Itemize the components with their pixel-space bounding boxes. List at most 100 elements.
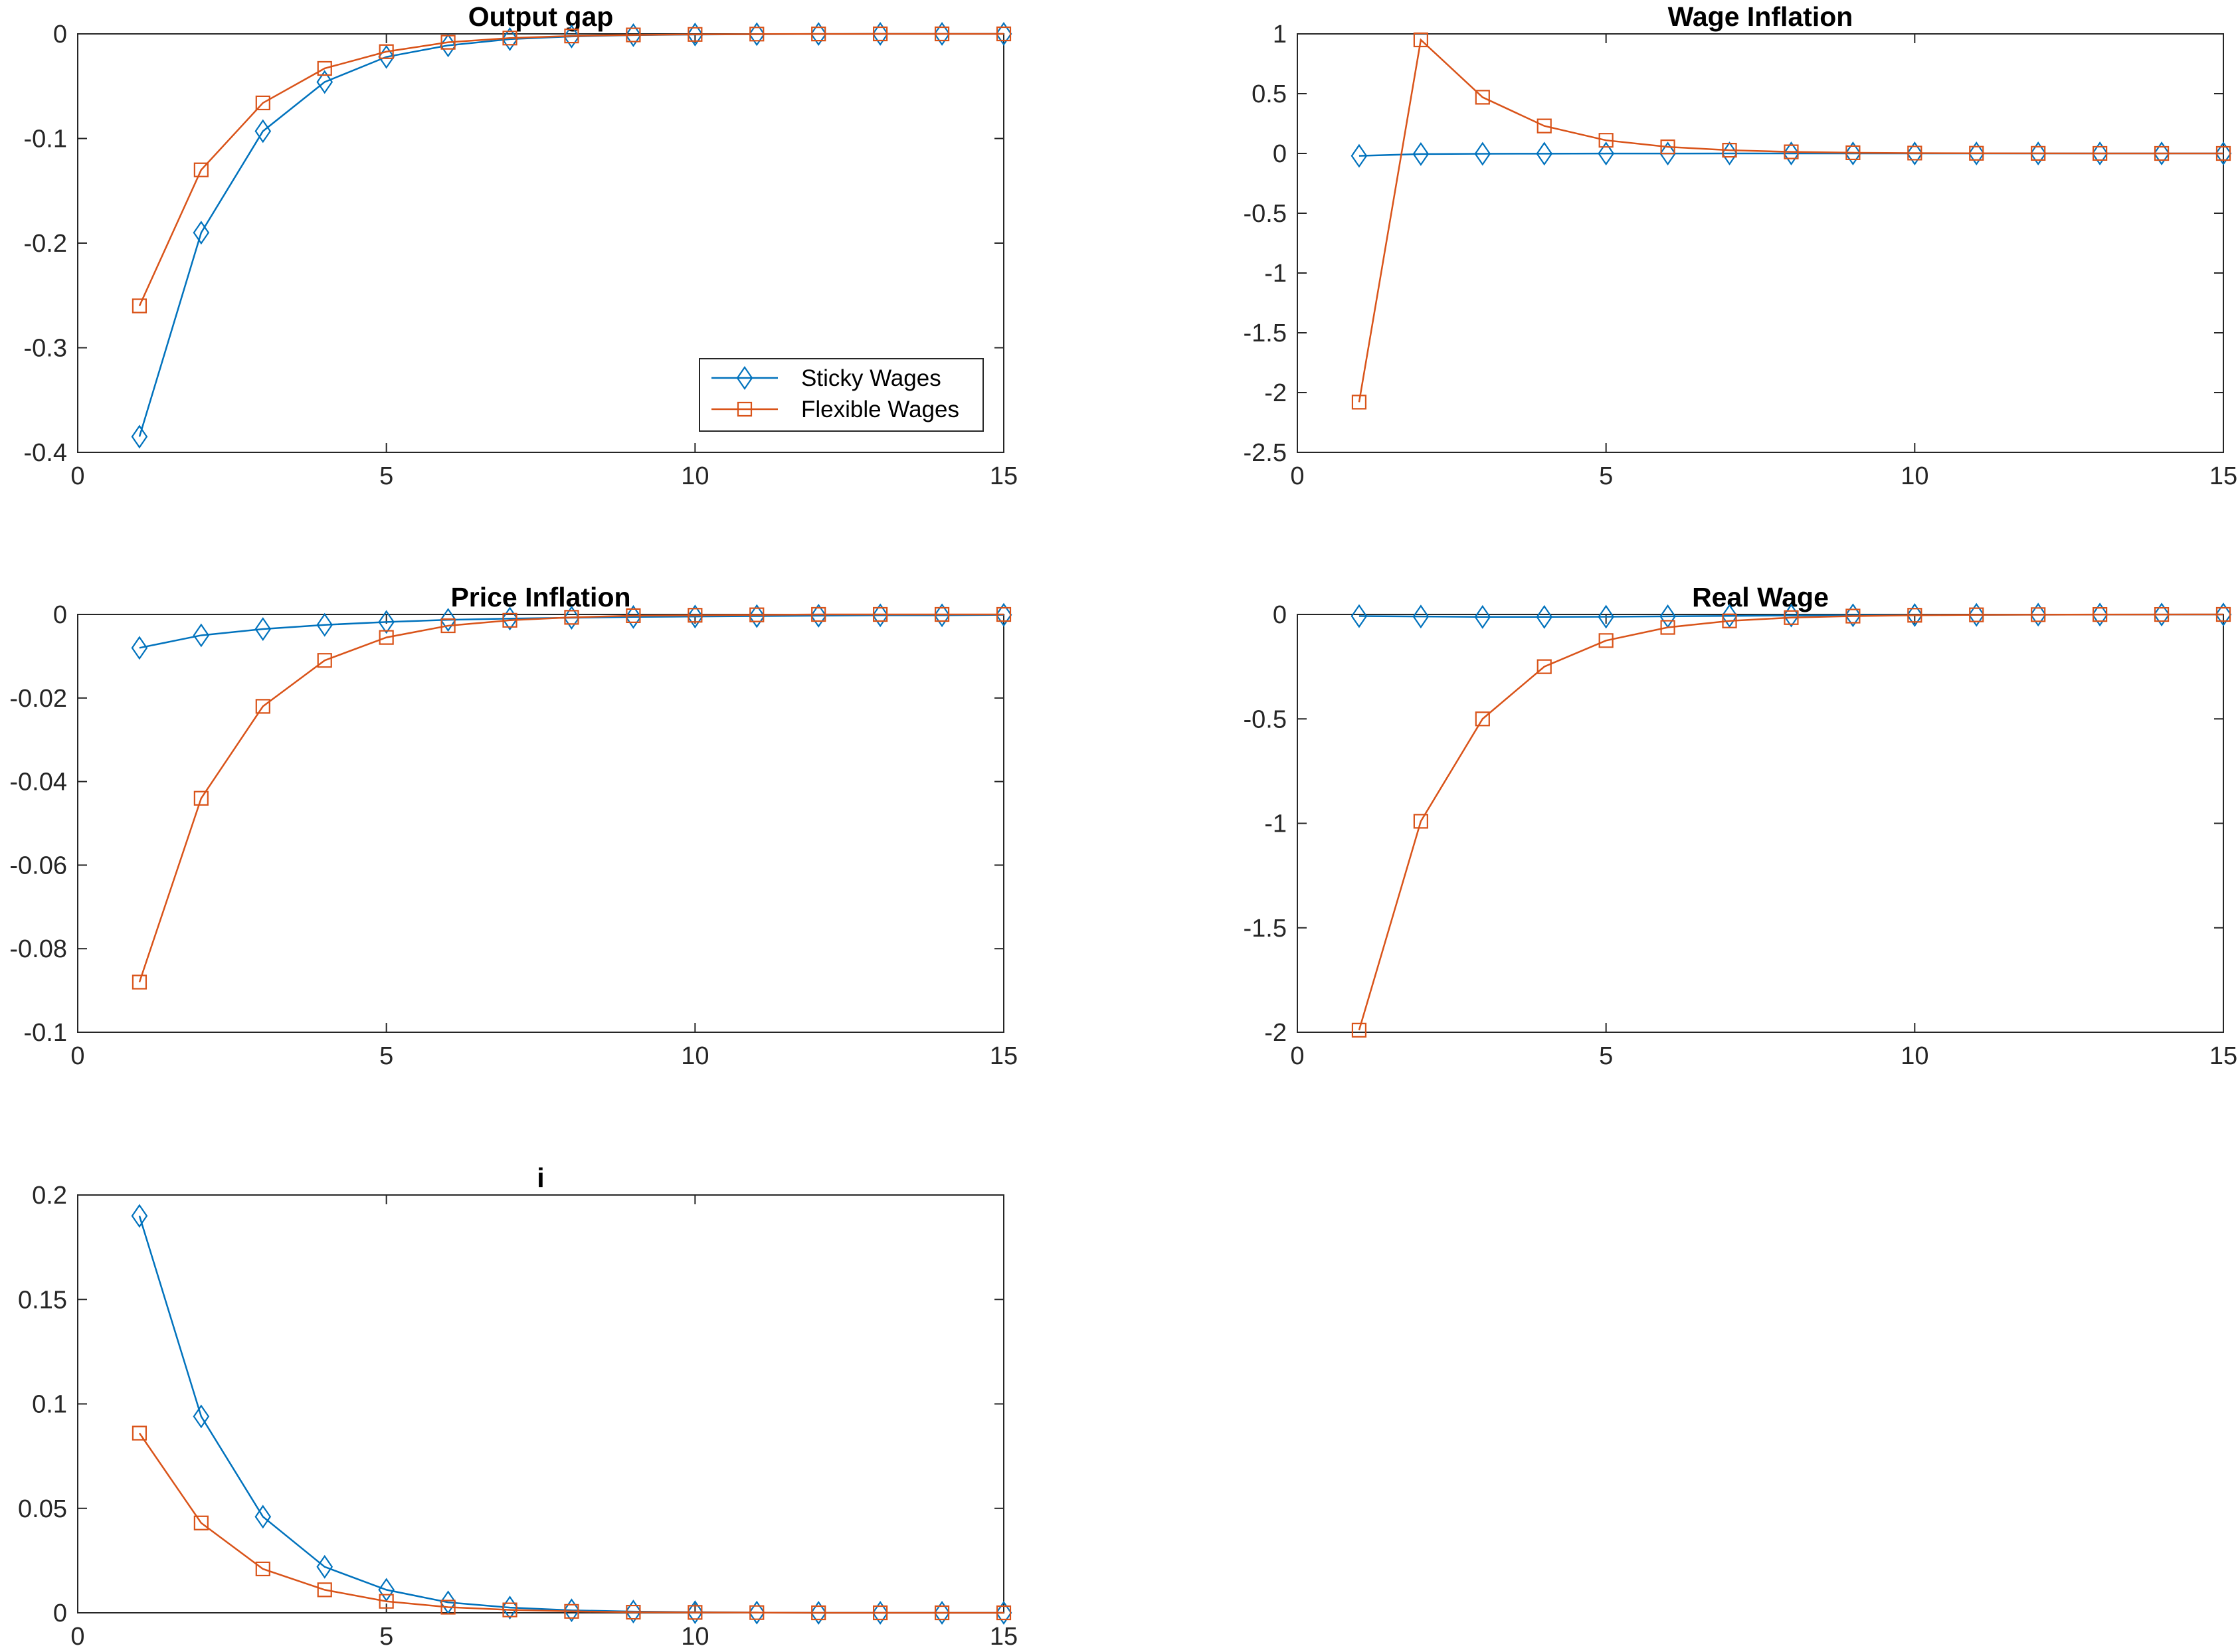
data-point-square	[626, 608, 641, 623]
data-point-square	[2154, 606, 2170, 622]
data-point-square	[255, 95, 270, 111]
data-point-square	[873, 1605, 888, 1621]
data-point-diamond	[254, 617, 272, 641]
data-point-square	[440, 35, 456, 50]
legend-label: Flexible Wages	[801, 397, 959, 422]
data-point-diamond	[625, 23, 642, 47]
x-tick-label: 5	[379, 1623, 393, 1651]
axes-box	[77, 614, 1004, 1033]
data-point-square	[440, 1600, 456, 1615]
data-point-square	[873, 606, 888, 622]
data-point-diamond	[502, 27, 518, 51]
data-point-diamond	[316, 1554, 333, 1579]
x-tick-label: 5	[379, 462, 393, 490]
y-tick-label: -0.5	[1244, 705, 1287, 733]
data-point-square	[1845, 608, 1861, 624]
y-tick-label: -0.08	[9, 935, 67, 963]
y-tick-label: 0	[1273, 140, 1287, 168]
panel-title: Wage Inflation	[1668, 1, 1853, 32]
data-point-diamond	[748, 1600, 765, 1625]
data-point-square	[1413, 814, 1428, 829]
y-tick-label: -1	[1264, 260, 1287, 288]
data-point-diamond	[995, 602, 1012, 627]
data-point-diamond	[2215, 141, 2232, 165]
data-point-square	[688, 1605, 703, 1620]
data-point-square	[996, 26, 1012, 42]
data-point-square	[564, 29, 579, 44]
data-point-square	[996, 606, 1012, 622]
legend-marker-diamond	[736, 366, 753, 390]
data-point-square	[502, 612, 517, 628]
x-tick-label: 0	[70, 1623, 84, 1651]
data-point-diamond	[625, 1600, 642, 1624]
legend-marker-square	[737, 401, 753, 417]
data-point-diamond	[254, 119, 272, 143]
x-tick-label: 5	[1599, 462, 1613, 490]
x-tick-label: 15	[990, 1623, 1018, 1651]
x-tick-label: 15	[990, 1042, 1018, 1070]
data-point-diamond	[502, 606, 518, 631]
data-point-diamond	[316, 70, 333, 94]
x-tick-label: 15	[2209, 462, 2237, 490]
data-point-square	[1969, 607, 1984, 622]
data-point-square	[811, 606, 826, 622]
data-point-diamond	[748, 604, 765, 628]
data-point-square	[2093, 607, 2108, 622]
data-point-square	[2031, 607, 2046, 622]
data-point-square	[1660, 139, 1675, 155]
data-point-square	[379, 630, 394, 645]
data-point-diamond	[625, 604, 642, 629]
data-point-diamond	[933, 603, 951, 628]
data-point-diamond	[131, 1204, 148, 1228]
data-point-square	[1598, 633, 1614, 648]
data-point-square	[2093, 145, 2108, 161]
data-point-diamond	[131, 424, 148, 449]
series-line-square	[1358, 613, 2224, 1031]
data-point-diamond	[872, 22, 889, 46]
panel-title: i	[537, 1162, 544, 1193]
data-point-square	[934, 26, 950, 42]
data-point-square	[1475, 90, 1490, 105]
data-point-square	[564, 1604, 579, 1619]
x-tick-label: 5	[379, 1042, 393, 1070]
data-point-diamond	[810, 22, 827, 46]
data-point-diamond	[193, 623, 210, 648]
data-point-square	[811, 27, 826, 42]
x-tick-label: 0	[70, 1042, 84, 1070]
y-tick-label: -0.5	[1244, 200, 1287, 228]
panel-4: 0 5 10 15 0 -0.5 -1 -1.5 -2 Real Wage	[1244, 582, 2238, 1070]
y-tick-label: 0.2	[32, 1182, 67, 1210]
y-tick-label: -0.1	[24, 1019, 67, 1047]
data-point-square	[626, 1604, 641, 1620]
data-point-diamond	[1598, 604, 1615, 629]
x-tick-label: 0	[1290, 1042, 1304, 1070]
data-point-square	[1351, 1022, 1367, 1038]
axes-box	[77, 1194, 1004, 1613]
y-tick-label: 0	[53, 1600, 67, 1627]
y-tick-label: 0.5	[1252, 80, 1287, 108]
data-point-square	[1969, 145, 1984, 161]
data-point-square	[1537, 659, 1552, 674]
data-point-diamond	[563, 1598, 580, 1623]
y-tick-label: 0	[53, 601, 67, 629]
x-tick-label: 10	[1901, 1042, 1928, 1070]
data-point-square	[1722, 143, 1737, 158]
data-point-square	[317, 1582, 332, 1598]
data-point-diamond	[1906, 141, 1923, 165]
data-point-diamond	[995, 1601, 1012, 1625]
data-point-diamond	[2029, 141, 2047, 165]
data-point-diamond	[1968, 602, 1985, 627]
data-point-square	[317, 653, 332, 668]
data-point-square	[255, 699, 270, 714]
data-point-square	[1845, 145, 1861, 161]
x-tick-label: 0	[70, 462, 84, 490]
y-tick-label: 1	[1273, 21, 1287, 48]
data-point-diamond	[254, 1505, 272, 1529]
data-point-square	[1537, 118, 1552, 134]
y-tick-label: -1	[1264, 810, 1287, 838]
series-line-square	[138, 1432, 1004, 1614]
panel-2: 0 5 10 15 1 0.5 0 -0.5 -1 -1.5 -2 -2.5 Wage Inflatio…	[1244, 1, 2238, 490]
data-point-diamond	[440, 608, 456, 632]
data-point-diamond	[2029, 602, 2047, 627]
data-point-diamond	[2091, 602, 2108, 627]
